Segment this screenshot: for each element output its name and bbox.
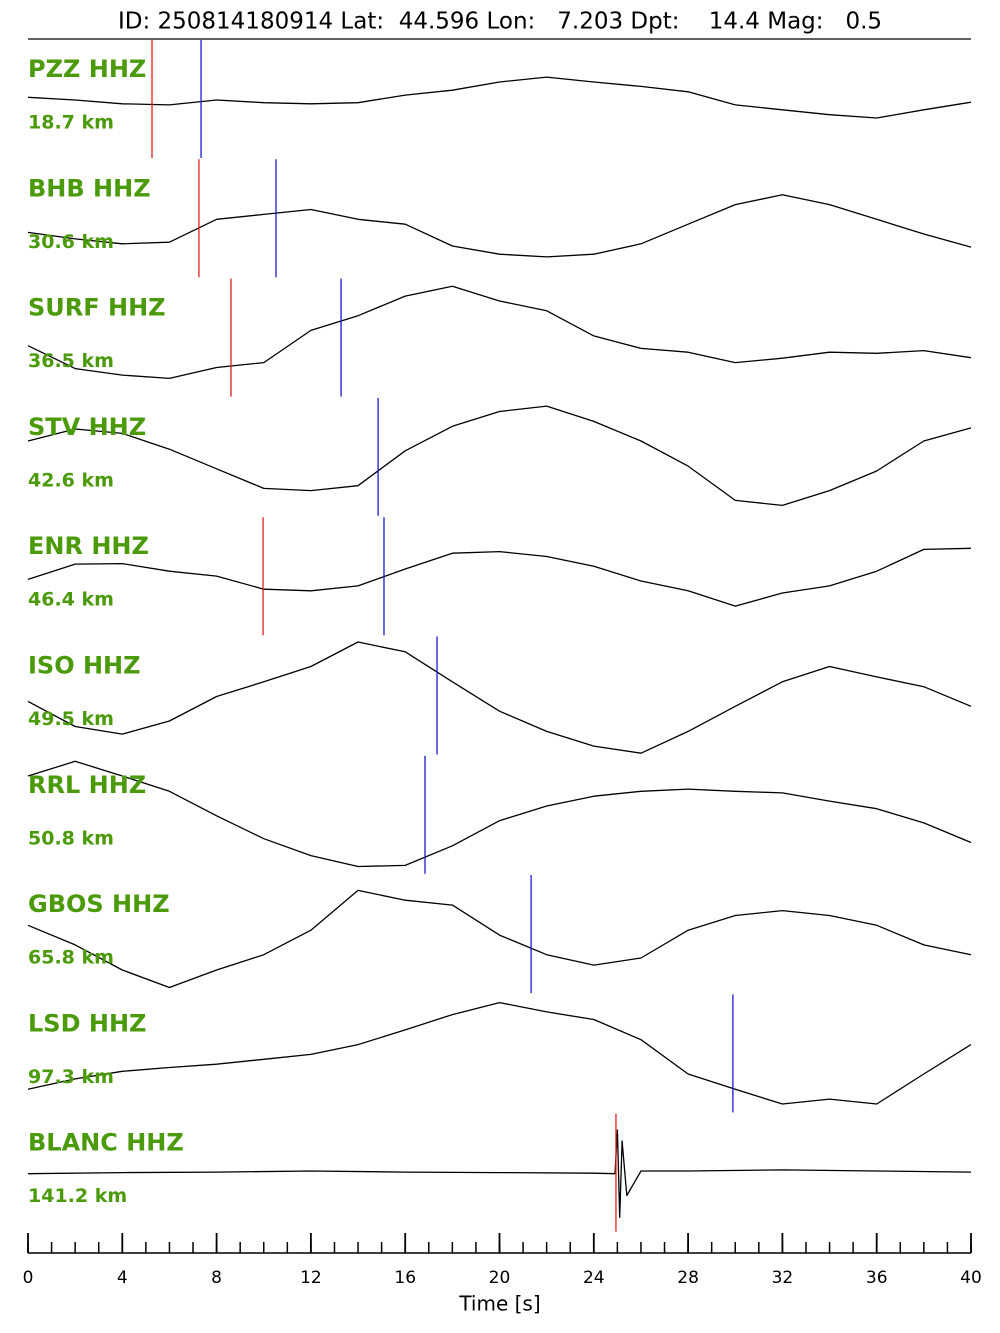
distance-label: 49.5 km: [28, 708, 114, 730]
distance-label: 97.3 km: [28, 1066, 114, 1088]
station-label: GBOS HHZ: [28, 890, 170, 918]
distance-label: 46.4 km: [28, 589, 114, 611]
station-label: RRL HHZ: [28, 771, 146, 799]
distance-label: 65.8 km: [28, 947, 114, 969]
station-label: LSD HHZ: [28, 1009, 146, 1037]
station-label: STV HHZ: [28, 413, 146, 441]
waveform: [27, 405, 972, 507]
station-label: PZZ HHZ: [28, 55, 146, 83]
x-axis-label: Time [s]: [458, 1292, 540, 1316]
station-label: SURF HHZ: [28, 294, 166, 322]
distance-label: 42.6 km: [28, 469, 114, 491]
x-tick-label: 28: [677, 1268, 699, 1288]
waveform: [27, 76, 972, 119]
waveform: [27, 194, 972, 258]
x-tick-label: 32: [772, 1268, 794, 1288]
x-tick-label: 40: [960, 1268, 982, 1288]
distance-label: 50.8 km: [28, 827, 114, 849]
distance-label: 141.2 km: [28, 1185, 127, 1207]
x-tick-label: 36: [866, 1268, 888, 1288]
distance-label: 36.5 km: [28, 350, 114, 372]
x-tick-label: 8: [211, 1268, 222, 1288]
waveform: [27, 889, 972, 989]
waveform: [27, 1129, 972, 1218]
x-tick-label: 12: [300, 1268, 322, 1288]
distance-label: 30.6 km: [28, 231, 114, 253]
distance-label: 18.7 km: [28, 112, 114, 134]
waveform: [27, 641, 972, 754]
waveform: [27, 1001, 972, 1105]
x-tick-label: 16: [394, 1268, 416, 1288]
station-label: ISO HHZ: [28, 652, 141, 680]
x-tick-label: 4: [117, 1268, 128, 1288]
x-tick-label: 24: [583, 1268, 605, 1288]
station-label: BLANC HHZ: [28, 1129, 184, 1157]
waveform: [27, 547, 972, 607]
station-label: BHB HHZ: [28, 174, 151, 202]
x-tick-label: 0: [23, 1268, 34, 1288]
waveform: [27, 760, 972, 868]
station-label: ENR HHZ: [28, 532, 149, 560]
chart-title: ID: 250814180914 Lat: 44.596 Lon: 7.203 …: [118, 9, 882, 35]
x-tick-label: 20: [489, 1268, 511, 1288]
waveform: [27, 285, 972, 380]
